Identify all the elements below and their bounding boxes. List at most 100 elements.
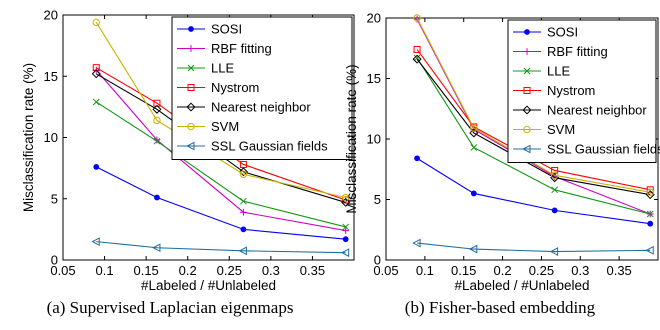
legend-label-sosi: SOSI (211, 22, 242, 37)
data-point-nearest-neighbor (238, 167, 248, 177)
data-point-sosi (551, 207, 558, 214)
x-tick-label: 0.3 (571, 263, 589, 278)
legend-label-nystrom: Nystrom (211, 80, 259, 95)
series-line-lle (416, 57, 651, 215)
data-point-nearest-neighbor (550, 173, 560, 183)
data-point-ssl-gaussian-fields (645, 245, 654, 255)
legend-label-svm: SVM (211, 119, 239, 134)
data-point-nearest-neighbor (412, 54, 422, 64)
data-point-ssl-gaussian-fields (340, 248, 350, 258)
legend-marker-nystrom (187, 84, 195, 91)
legend-label-nearest-neighbor: Nearest neighbor (547, 103, 647, 118)
data-point-nearest-neighbor (341, 197, 351, 207)
x-axis-label: #Labeled / #Unlabeled (454, 278, 589, 293)
data-point-sosi (414, 155, 420, 162)
legend-marker-nearest-neighbor (522, 105, 532, 115)
caption-a: (a) Supervised Laplacian eigenmaps (46, 298, 294, 317)
legend-marker-nystrom (523, 87, 531, 94)
legend-label-nystrom: Nystrom (547, 83, 595, 98)
legend-label-ssl-gaussian-fields: SSL Gaussian fields (547, 142, 660, 157)
legend-label-lle: LLE (547, 64, 570, 79)
chart-panel-b: 0.05 0.1 0.15 0.2 0.25 0.3 0.35 0 5 10 15 20 #Labele… (344, 11, 660, 294)
x-tick-label: 0.1 (416, 263, 434, 278)
x-tick-label: 0.35 (606, 263, 631, 278)
legend-marker-rbf-fitting (187, 45, 195, 52)
data-point-svm (413, 14, 421, 22)
series-line-sosi (416, 157, 651, 225)
data-point-sosi (647, 220, 654, 227)
legend-label-ssl-gaussian-fields: SSL Gaussian fields (211, 139, 328, 154)
chart-panel-a: 0.05 0.1 0.15 0.2 0.25 0.3 0.35 0 5 10 15 20 #Labele… (21, 8, 355, 293)
data-point-svm (239, 170, 248, 178)
data-point-svm (550, 171, 559, 180)
y-tick-label: 5 (374, 192, 381, 207)
data-point-sosi (240, 226, 247, 233)
y-tick-label: 0 (374, 253, 381, 268)
y-tick-label: 20 (367, 11, 381, 26)
data-point-lle (153, 137, 161, 145)
data-point-ssl-gaussian-fields (152, 243, 161, 253)
data-point-sosi (93, 164, 100, 170)
y-tick-label: 15 (367, 71, 381, 86)
data-point-svm (341, 193, 350, 202)
x-tick-label: 0.15 (133, 263, 158, 278)
data-point-rbf-fitting (342, 227, 350, 234)
legend-marker-sosi (188, 26, 194, 32)
data-point-nearest-neighbor (152, 104, 162, 114)
data-point-ssl-gaussian-fields (468, 244, 478, 254)
x-tick-label: 0.05 (50, 263, 75, 278)
legend-marker-svm (523, 125, 531, 134)
y-tick-label: 10 (367, 132, 381, 147)
data-point-lle (470, 144, 478, 151)
series-line-ssl-gaussian-fields (417, 242, 651, 253)
legend-marker-sosi (524, 29, 530, 35)
series-line-ssl-gaussian-fields (96, 241, 346, 254)
x-tick-label: 0.1 (96, 263, 114, 278)
legend-label-lle: LLE (211, 61, 234, 76)
data-point-sosi (470, 190, 477, 197)
legend-marker-svm (187, 122, 195, 131)
legend-label-sosi: SOSI (547, 25, 578, 40)
data-point-ssl-gaussian-fields (91, 237, 100, 247)
legend-label-rbf-fitting: RBF fitting (211, 41, 272, 56)
data-point-nearest-neighbor (645, 190, 655, 200)
data-point-lle (92, 98, 100, 106)
x-tick-label: 0.2 (179, 263, 197, 278)
y-tick-label: 10 (44, 130, 58, 145)
data-point-lle (551, 186, 558, 194)
data-point-nearest-neighbor (469, 128, 479, 138)
x-tick-label: 0.2 (494, 263, 512, 278)
y-tick-label: 5 (51, 191, 58, 206)
legend-marker-lle (523, 67, 531, 75)
legend-marker-nearest-neighbor (186, 102, 196, 112)
legend-label-nearest-neighbor: Nearest neighbor (211, 100, 311, 115)
data-point-nystrom (413, 45, 421, 53)
x-tick-label: 0.35 (300, 263, 325, 278)
data-point-rbf-fitting (240, 208, 247, 216)
data-point-svm (470, 124, 478, 132)
series-line-sosi (96, 166, 346, 240)
legend-box (507, 19, 657, 163)
data-point-sosi (342, 236, 349, 243)
data-point-svm (153, 116, 161, 125)
y-axis-label: Misclassification rate (%) (21, 63, 36, 212)
data-point-lle (413, 54, 421, 62)
legend-marker-ssl-gaussian-fields (186, 141, 195, 151)
legend-marker-ssl-gaussian-fields (522, 144, 531, 154)
caption-b: (b) Fisher-based embedding (404, 298, 596, 317)
legend-marker-rbf-fitting (523, 48, 531, 55)
data-point-lle (342, 223, 350, 231)
data-point-svm (646, 188, 654, 196)
y-tick-label: 0 (51, 253, 58, 268)
y-axis-label: Misclassification rate (%) (344, 64, 359, 213)
data-point-ssl-gaussian-fields (412, 238, 421, 248)
data-point-lle (240, 197, 247, 205)
y-tick-label: 15 (44, 69, 58, 84)
data-point-nystrom (646, 186, 654, 194)
data-point-ssl-gaussian-fields (238, 246, 247, 256)
data-point-lle (646, 210, 654, 218)
x-tick-label: 0.25 (217, 263, 242, 278)
legend-label-svm: SVM (547, 122, 575, 137)
x-tick-label: 0.05 (373, 263, 398, 278)
